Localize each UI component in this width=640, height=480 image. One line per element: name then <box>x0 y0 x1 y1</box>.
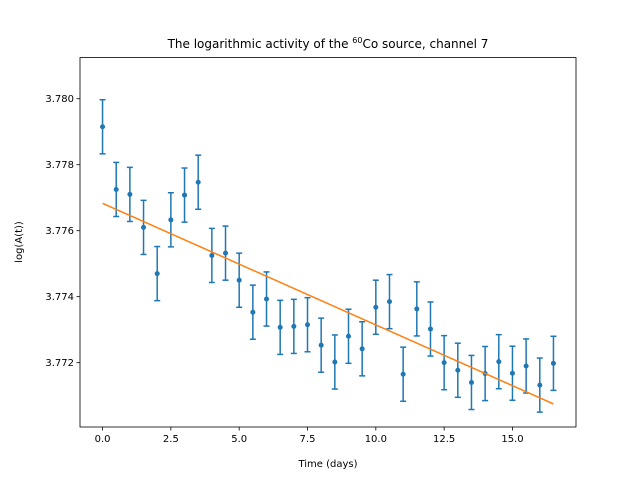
plot-marks <box>99 98 557 413</box>
data-point <box>537 382 543 388</box>
data-point <box>223 250 229 256</box>
x-tick-label: 7.5 <box>300 434 316 445</box>
data-point <box>523 363 529 369</box>
fit-line <box>102 202 554 405</box>
chart-title-after: Co source, channel 7 <box>362 37 488 51</box>
data-point <box>318 342 324 348</box>
data-point <box>359 346 365 352</box>
x-tick-label: 15.0 <box>501 434 523 445</box>
data-point <box>250 309 256 315</box>
data-point <box>509 370 515 376</box>
y-axis-ticks: 3.772 3.774 3.776 3.778 3.780 <box>45 94 80 369</box>
x-axis-ticks: 0.0 2.5 5.0 7.5 10.0 12.5 15.0 <box>95 427 524 445</box>
data-point <box>373 304 379 310</box>
y-tick-label: 3.774 <box>45 292 74 303</box>
x-tick-label: 10.0 <box>365 434 387 445</box>
data-point <box>455 367 461 373</box>
chart-title-superscript: 60 <box>352 36 362 45</box>
plot-frame <box>79 57 577 428</box>
data-point <box>209 252 215 258</box>
y-tick-label: 3.780 <box>45 94 74 105</box>
data-point <box>441 360 447 366</box>
data-point <box>427 326 433 332</box>
data-point <box>414 306 420 312</box>
x-tick-label: 12.5 <box>433 434 455 445</box>
x-tick-label: 2.5 <box>163 434 179 445</box>
data-point <box>236 277 242 283</box>
data-point <box>400 371 406 377</box>
y-tick-label: 3.776 <box>45 226 74 237</box>
chart-title: The logarithmic activity of the 60Co sou… <box>167 36 489 51</box>
data-point <box>305 322 311 328</box>
x-axis-label: Time (days) <box>297 459 357 470</box>
x-tick-label: 0.0 <box>95 434 111 445</box>
data-point <box>550 360 556 366</box>
data-point <box>291 323 297 329</box>
data-point <box>182 192 188 198</box>
data-point <box>168 217 174 223</box>
data-point <box>496 359 502 365</box>
data-point <box>195 179 201 185</box>
data-point <box>468 379 474 385</box>
y-tick-label: 3.778 <box>45 160 74 171</box>
data-point <box>154 271 160 277</box>
data-point <box>113 186 119 192</box>
chart-title-before: The logarithmic activity of the <box>167 37 353 51</box>
x-tick-label: 5.0 <box>231 434 247 445</box>
data-point <box>332 359 338 365</box>
y-tick-label: 3.772 <box>45 358 74 369</box>
data-point <box>127 191 133 197</box>
y-axis-label: log(A(t)) <box>14 221 25 263</box>
data-point <box>345 333 351 339</box>
data-point <box>264 296 270 302</box>
data-point <box>141 224 147 230</box>
data-point <box>100 124 106 130</box>
data-point <box>277 324 283 330</box>
data-point <box>386 299 392 305</box>
